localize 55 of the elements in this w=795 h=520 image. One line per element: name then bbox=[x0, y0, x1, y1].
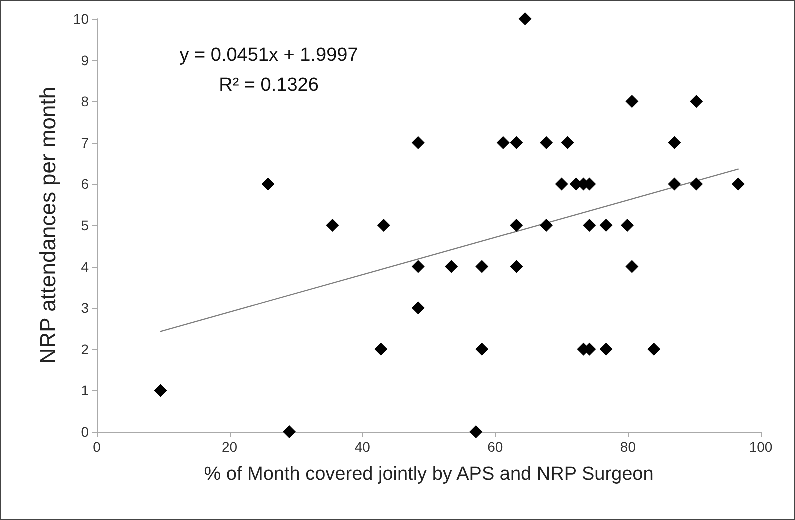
y-tick-label: 0 bbox=[81, 424, 90, 440]
point bbox=[470, 426, 483, 438]
point bbox=[600, 342, 613, 356]
y-tick-label: 6 bbox=[81, 176, 90, 192]
point bbox=[377, 219, 390, 232]
point bbox=[412, 260, 425, 274]
point bbox=[621, 219, 634, 232]
point bbox=[626, 260, 639, 274]
point bbox=[600, 219, 613, 232]
annotation: y = 0.0451x + 1.9997 bbox=[180, 45, 358, 66]
y-tick-label: 10 bbox=[73, 11, 90, 27]
point bbox=[445, 260, 458, 274]
point bbox=[510, 136, 524, 150]
y-tick-label: 2 bbox=[81, 341, 90, 358]
y-tick-label: 3 bbox=[81, 300, 90, 316]
point bbox=[561, 136, 574, 150]
annotation: R² = 0.1326 bbox=[219, 75, 319, 96]
point bbox=[326, 219, 340, 232]
point bbox=[690, 95, 704, 108]
y-tick-label: 8 bbox=[81, 94, 90, 110]
point bbox=[626, 95, 639, 108]
y-tick-label: 5 bbox=[81, 218, 90, 234]
point bbox=[668, 178, 682, 191]
point bbox=[668, 136, 682, 150]
point bbox=[510, 219, 524, 232]
point bbox=[283, 426, 296, 438]
x-axis-title: % of Month covered jointly by APS and NRP Surgeon bbox=[204, 464, 654, 485]
point bbox=[690, 178, 704, 191]
point bbox=[583, 219, 596, 232]
x-tick-label: 20 bbox=[222, 439, 238, 455]
point bbox=[540, 136, 554, 150]
y-tick-label: 7 bbox=[81, 134, 90, 151]
x-tick-label: 0 bbox=[93, 439, 102, 455]
point bbox=[476, 342, 489, 356]
y-tick-label: 9 bbox=[81, 52, 90, 68]
point bbox=[732, 178, 745, 191]
y-axis-title: NRP attendances per month bbox=[36, 86, 60, 364]
y-tick-label: 1 bbox=[81, 382, 90, 399]
point bbox=[374, 342, 388, 356]
point bbox=[154, 384, 168, 398]
y-tick-label: 4 bbox=[81, 258, 90, 275]
point bbox=[476, 260, 489, 274]
point bbox=[262, 178, 275, 191]
point bbox=[518, 12, 532, 26]
point bbox=[540, 219, 554, 232]
x-tick-label: 80 bbox=[620, 439, 636, 455]
x-tick-label: 100 bbox=[749, 439, 773, 455]
point bbox=[496, 136, 510, 150]
x-tick-label: 60 bbox=[488, 439, 504, 455]
point bbox=[510, 260, 524, 274]
point bbox=[555, 178, 568, 191]
point bbox=[412, 136, 425, 150]
point bbox=[648, 342, 661, 356]
x-tick-label: 40 bbox=[354, 439, 371, 455]
point bbox=[412, 302, 425, 315]
